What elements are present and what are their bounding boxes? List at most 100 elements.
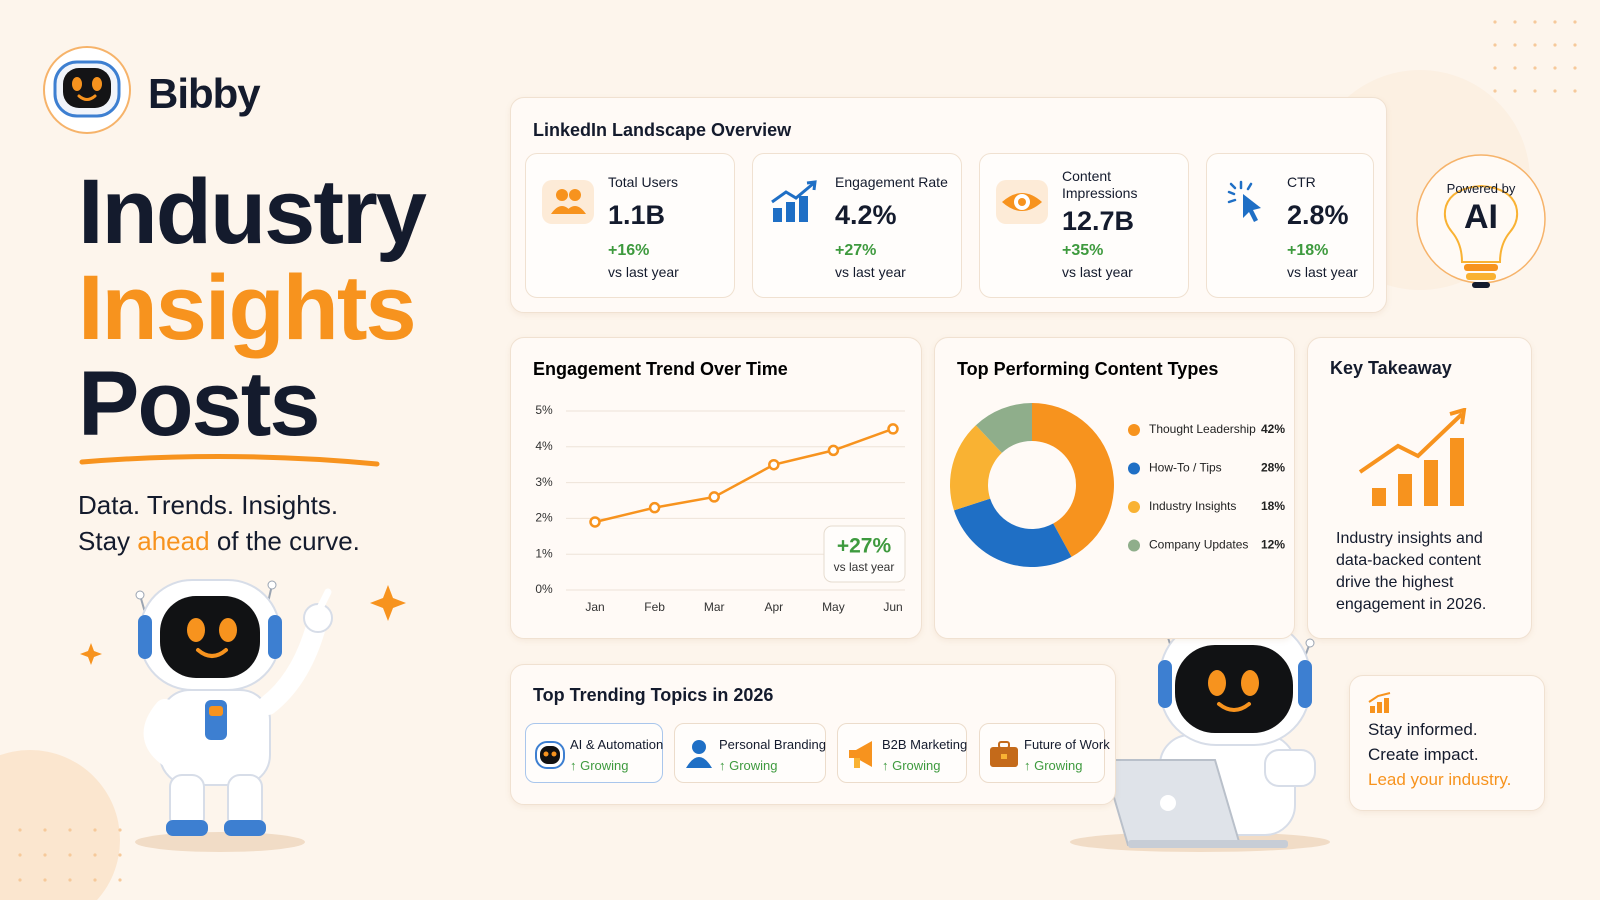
pie-slice <box>1032 403 1115 557</box>
metric-icon <box>542 180 594 224</box>
trend-line <box>594 427 894 524</box>
topic-icon <box>535 741 565 769</box>
topic-name: Personal Branding <box>719 737 826 752</box>
metric-change: +16% <box>608 242 650 259</box>
trend-point <box>589 516 601 528</box>
metric-note: vs last year <box>608 264 679 280</box>
topic-pill: AI & Automation ↑ Growing <box>525 723 663 783</box>
cta-card: Stay informed. Create impact. Lead your … <box>1349 675 1545 811</box>
badge-text: AI <box>1464 198 1498 236</box>
robot-illustration <box>135 579 333 852</box>
x-tick-label: Apr <box>764 600 783 614</box>
topic-pill: Personal Branding ↑ Growing <box>674 723 826 783</box>
pie-slice <box>950 425 1002 511</box>
topic-pill: B2B Marketing ↑ Growing <box>837 723 967 783</box>
topic-icon <box>686 740 712 768</box>
badge-label: Powered by <box>1446 181 1516 196</box>
legend-label: Company Updates <box>1149 538 1248 552</box>
topics-card: Top Trending Topics in 2026 AI & Automat… <box>510 664 1116 805</box>
metric-icon <box>771 180 817 222</box>
legend-dot <box>1128 424 1140 436</box>
legend-label: How-To / Tips <box>1149 461 1222 475</box>
metric-card: CTR 2.8% +18% vs last year <box>1206 153 1374 298</box>
y-tick-label: 0% <box>535 582 553 596</box>
dot-grid <box>18 20 1577 882</box>
chart-title: Top Performing Content Types <box>957 359 1218 379</box>
sparkle <box>80 643 102 665</box>
legend-dot <box>1128 462 1140 475</box>
value-label: 28% <box>1261 461 1285 475</box>
metric-note: vs last year <box>835 264 906 280</box>
legend-label: Industry Insights <box>1149 499 1236 513</box>
tagline-text: of the curve. <box>216 526 360 556</box>
metric-value: 12.7B <box>1062 206 1135 236</box>
metric-value: 4.2% <box>835 200 897 230</box>
trend-card <box>510 337 922 639</box>
y-tick-label: 4% <box>535 439 553 453</box>
x-tick-label: Mar <box>704 600 725 614</box>
topic-icon <box>990 741 1018 767</box>
hero-title: Posts <box>78 353 321 455</box>
topic-status: ↑ Growing <box>570 758 629 773</box>
x-tick-label: Jun <box>883 600 902 614</box>
metric-label: Engagement Rate <box>835 174 948 190</box>
y-tick-label: 1% <box>535 546 553 560</box>
trend-point <box>648 501 661 514</box>
value-label: 42% <box>1261 422 1285 436</box>
deco-blob <box>0 750 120 900</box>
topic-name: B2B Marketing <box>882 737 968 752</box>
pie-slice <box>954 498 1072 567</box>
metric-icon <box>1227 180 1261 222</box>
legend-dot <box>1128 539 1140 552</box>
cta-line: Create impact. <box>1368 745 1479 764</box>
metric-icon <box>996 180 1048 224</box>
topic-status: ↑ Growing <box>1024 758 1083 773</box>
annotation-text: vs last year <box>834 560 895 574</box>
trend-point <box>827 444 840 457</box>
annotation-box <box>823 525 906 583</box>
topic-name: Future of Work <box>1024 737 1110 752</box>
tagline: Stay ahead of the curve. <box>78 526 360 557</box>
tagline: Data. Trends. Insights. <box>78 490 339 520</box>
trend-point <box>887 423 899 435</box>
metric-value: 2.8% <box>1287 200 1349 230</box>
x-tick-label: Jan <box>585 600 604 614</box>
annotation-value: +27% <box>837 535 892 558</box>
tagline-highlight: ahead <box>137 526 210 556</box>
value-label: 12% <box>1261 538 1285 552</box>
brand-name: Bibby <box>148 70 261 117</box>
topic-pill: Future of Work ↑ Growing <box>979 723 1110 783</box>
cta-highlight: Lead your industry. <box>1368 770 1512 789</box>
content-card <box>934 337 1295 639</box>
topic-status: ↑ Growing <box>882 758 941 773</box>
metric-change: +27% <box>835 242 877 259</box>
card-title: LinkedIn Landscape Overview <box>533 120 792 140</box>
sparkle <box>370 585 406 621</box>
metric-card: Total Users 1.1B +16% vs last year <box>525 153 735 298</box>
metric-value: 1.1B <box>608 200 666 230</box>
trend-point <box>708 491 720 503</box>
cta-line: Stay informed. <box>1368 720 1478 739</box>
metric-label: CTR <box>1287 174 1316 190</box>
growth-icon <box>1358 408 1467 506</box>
x-tick-label: Feb <box>644 600 665 614</box>
logo <box>43 46 131 134</box>
legend-label: Thought Leadership <box>1149 422 1256 436</box>
overview-card: LinkedIn Landscape Overview Total Users … <box>510 97 1387 313</box>
y-tick-label: 3% <box>535 475 553 489</box>
card-title: Key Takeaway <box>1330 358 1452 378</box>
metric-card: Content Impressions 12.7B +35% vs last y… <box>979 153 1189 298</box>
topic-icon <box>849 741 872 768</box>
tagline-text: Stay <box>78 526 131 556</box>
metric-label: Content Impressions <box>1062 168 1138 201</box>
metric-card: Engagement Rate 4.2% +27% vs last year <box>752 153 962 298</box>
ai-badge <box>1416 154 1546 288</box>
topic-status: ↑ Growing <box>719 758 778 773</box>
x-tick-label: May <box>822 600 845 614</box>
takeaway-card: Key Takeaway Industry insights and data-… <box>1307 337 1532 639</box>
value-label: 18% <box>1261 499 1285 513</box>
card-title: Top Trending Topics in 2026 <box>533 685 774 705</box>
metric-change: +35% <box>1062 242 1104 259</box>
